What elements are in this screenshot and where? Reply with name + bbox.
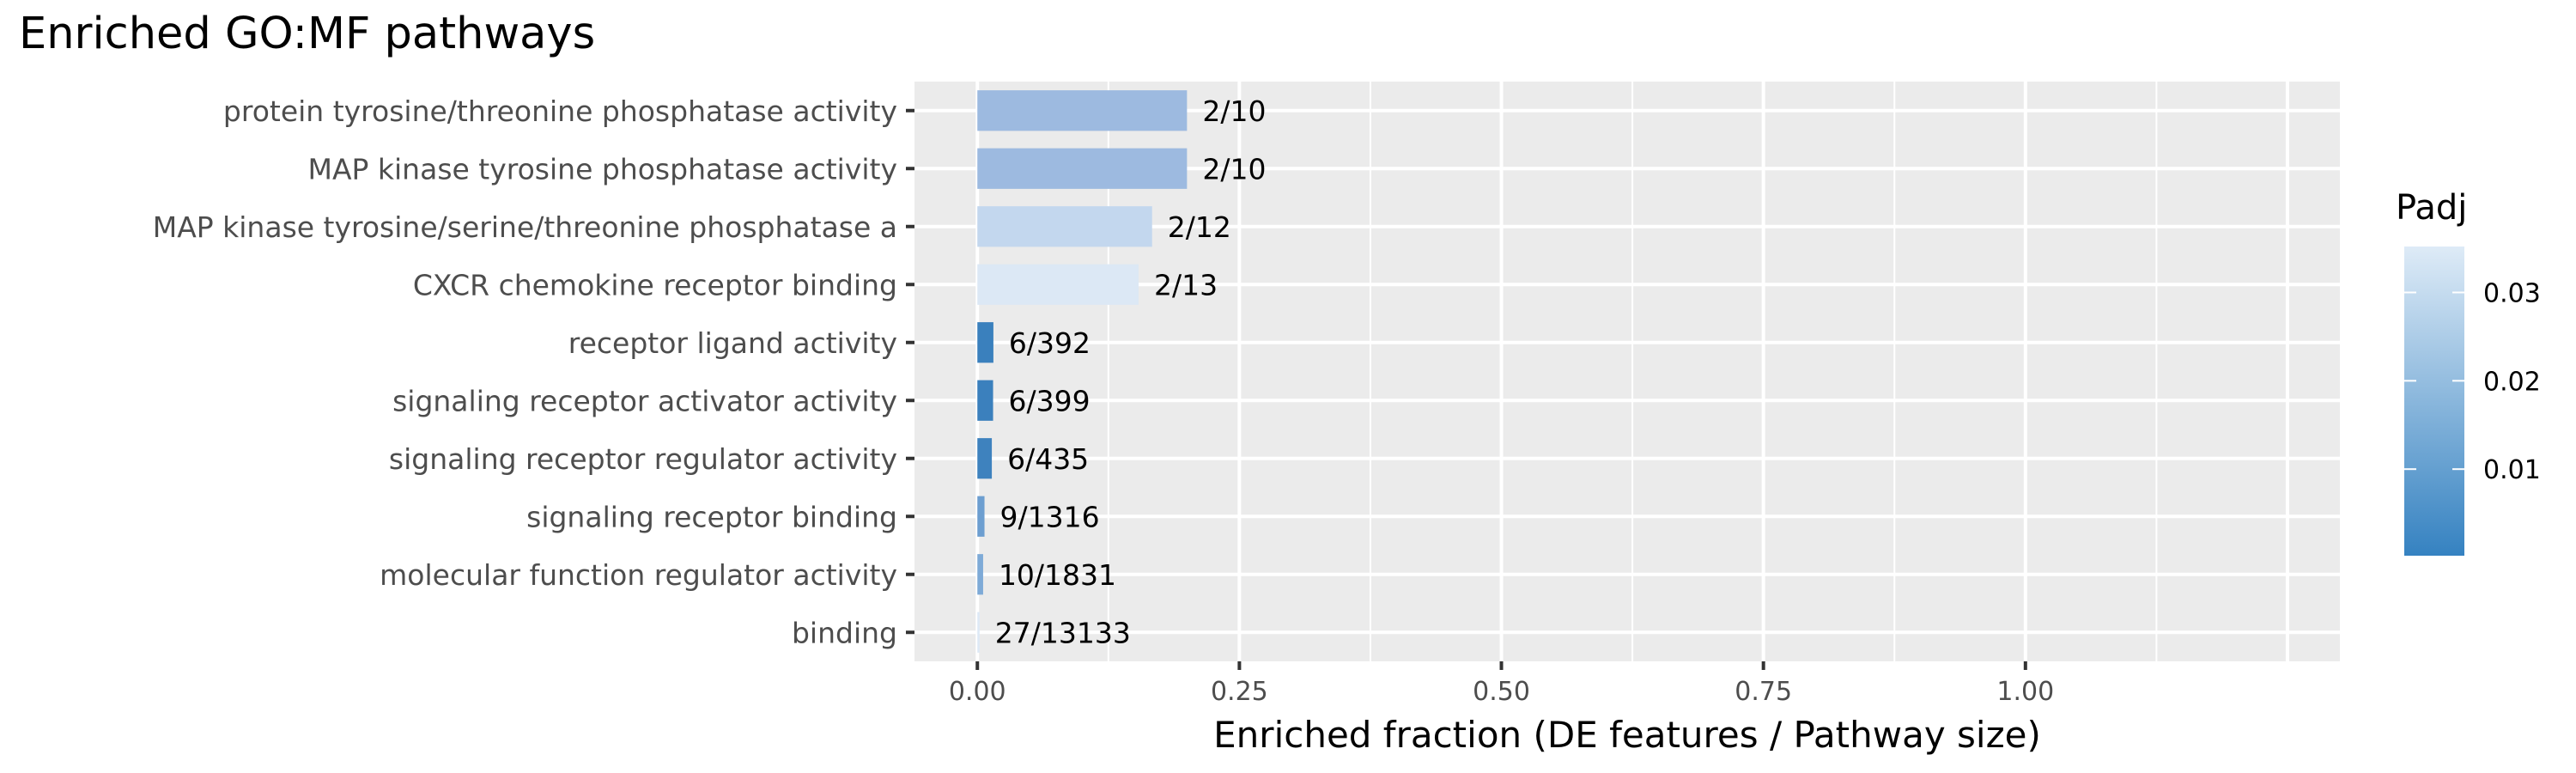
bar xyxy=(977,90,1188,131)
bar xyxy=(977,206,1152,247)
category-label: signaling receptor binding xyxy=(526,500,897,533)
bar xyxy=(977,554,983,595)
x-tick-label: 0.50 xyxy=(1473,677,1530,707)
x-axis: 0.00 0.25 0.50 0.75 1.00 xyxy=(949,661,2054,707)
bar xyxy=(977,148,1188,189)
bar xyxy=(977,264,1139,305)
bars xyxy=(977,90,1188,653)
data-label: 2/12 xyxy=(1168,210,1231,244)
x-axis-title: Enriched fraction (DE features / Pathway… xyxy=(1213,714,2041,756)
bar xyxy=(977,322,993,363)
category-label: MAP kinase tyrosine phosphatase activity xyxy=(307,152,897,186)
legend-tick-label: 0.03 xyxy=(2483,278,2541,308)
legend-tick-label: 0.02 xyxy=(2483,367,2541,397)
category-label: protein tyrosine/threonine phosphatase a… xyxy=(223,94,897,128)
bar xyxy=(977,380,993,421)
x-tick-label: 0.00 xyxy=(949,677,1006,707)
data-label: 6/392 xyxy=(1009,326,1091,360)
x-tick-label: 1.00 xyxy=(1996,677,2054,707)
category-label: molecular function regulator activity xyxy=(380,558,897,592)
data-label: 2/10 xyxy=(1202,94,1266,128)
data-label: 2/10 xyxy=(1202,152,1266,186)
data-label: 9/1316 xyxy=(1000,500,1100,533)
legend-tick-label: 0.01 xyxy=(2483,455,2541,485)
x-tick-label: 0.75 xyxy=(1735,677,1792,707)
category-label: MAP kinase tyrosine/serine/threonine pho… xyxy=(153,210,897,244)
category-label: signaling receptor activator activity xyxy=(392,384,897,417)
data-label: 27/13133 xyxy=(995,616,1131,649)
data-label: 10/1831 xyxy=(999,558,1116,592)
data-label: 2/13 xyxy=(1154,268,1218,301)
category-label: CXCR chemokine receptor binding xyxy=(413,268,897,301)
data-labels: 2/10 2/10 2/12 2/13 6/392 6/399 6/435 9/1316 10/… xyxy=(995,94,1267,650)
bar xyxy=(977,612,980,653)
y-axis: protein tyrosine/threonine phosphatase a… xyxy=(153,94,914,649)
bar xyxy=(977,438,993,479)
legend: Padj 0.03 0.02 0.01 xyxy=(2396,188,2541,556)
legend-title: Padj xyxy=(2396,188,2467,228)
x-tick-label: 0.25 xyxy=(1211,677,1268,707)
data-label: 6/435 xyxy=(1007,442,1089,476)
chart-title: Enriched GO:MF pathways xyxy=(19,9,596,59)
category-label: signaling receptor regulator activity xyxy=(389,442,897,476)
category-label: binding xyxy=(792,616,897,649)
data-label: 6/399 xyxy=(1009,384,1091,417)
legend-ticks: 0.03 0.02 0.01 xyxy=(2404,278,2541,485)
category-label: receptor ligand activity xyxy=(568,326,897,360)
bar xyxy=(977,496,985,537)
legend-colorbar xyxy=(2404,247,2464,556)
